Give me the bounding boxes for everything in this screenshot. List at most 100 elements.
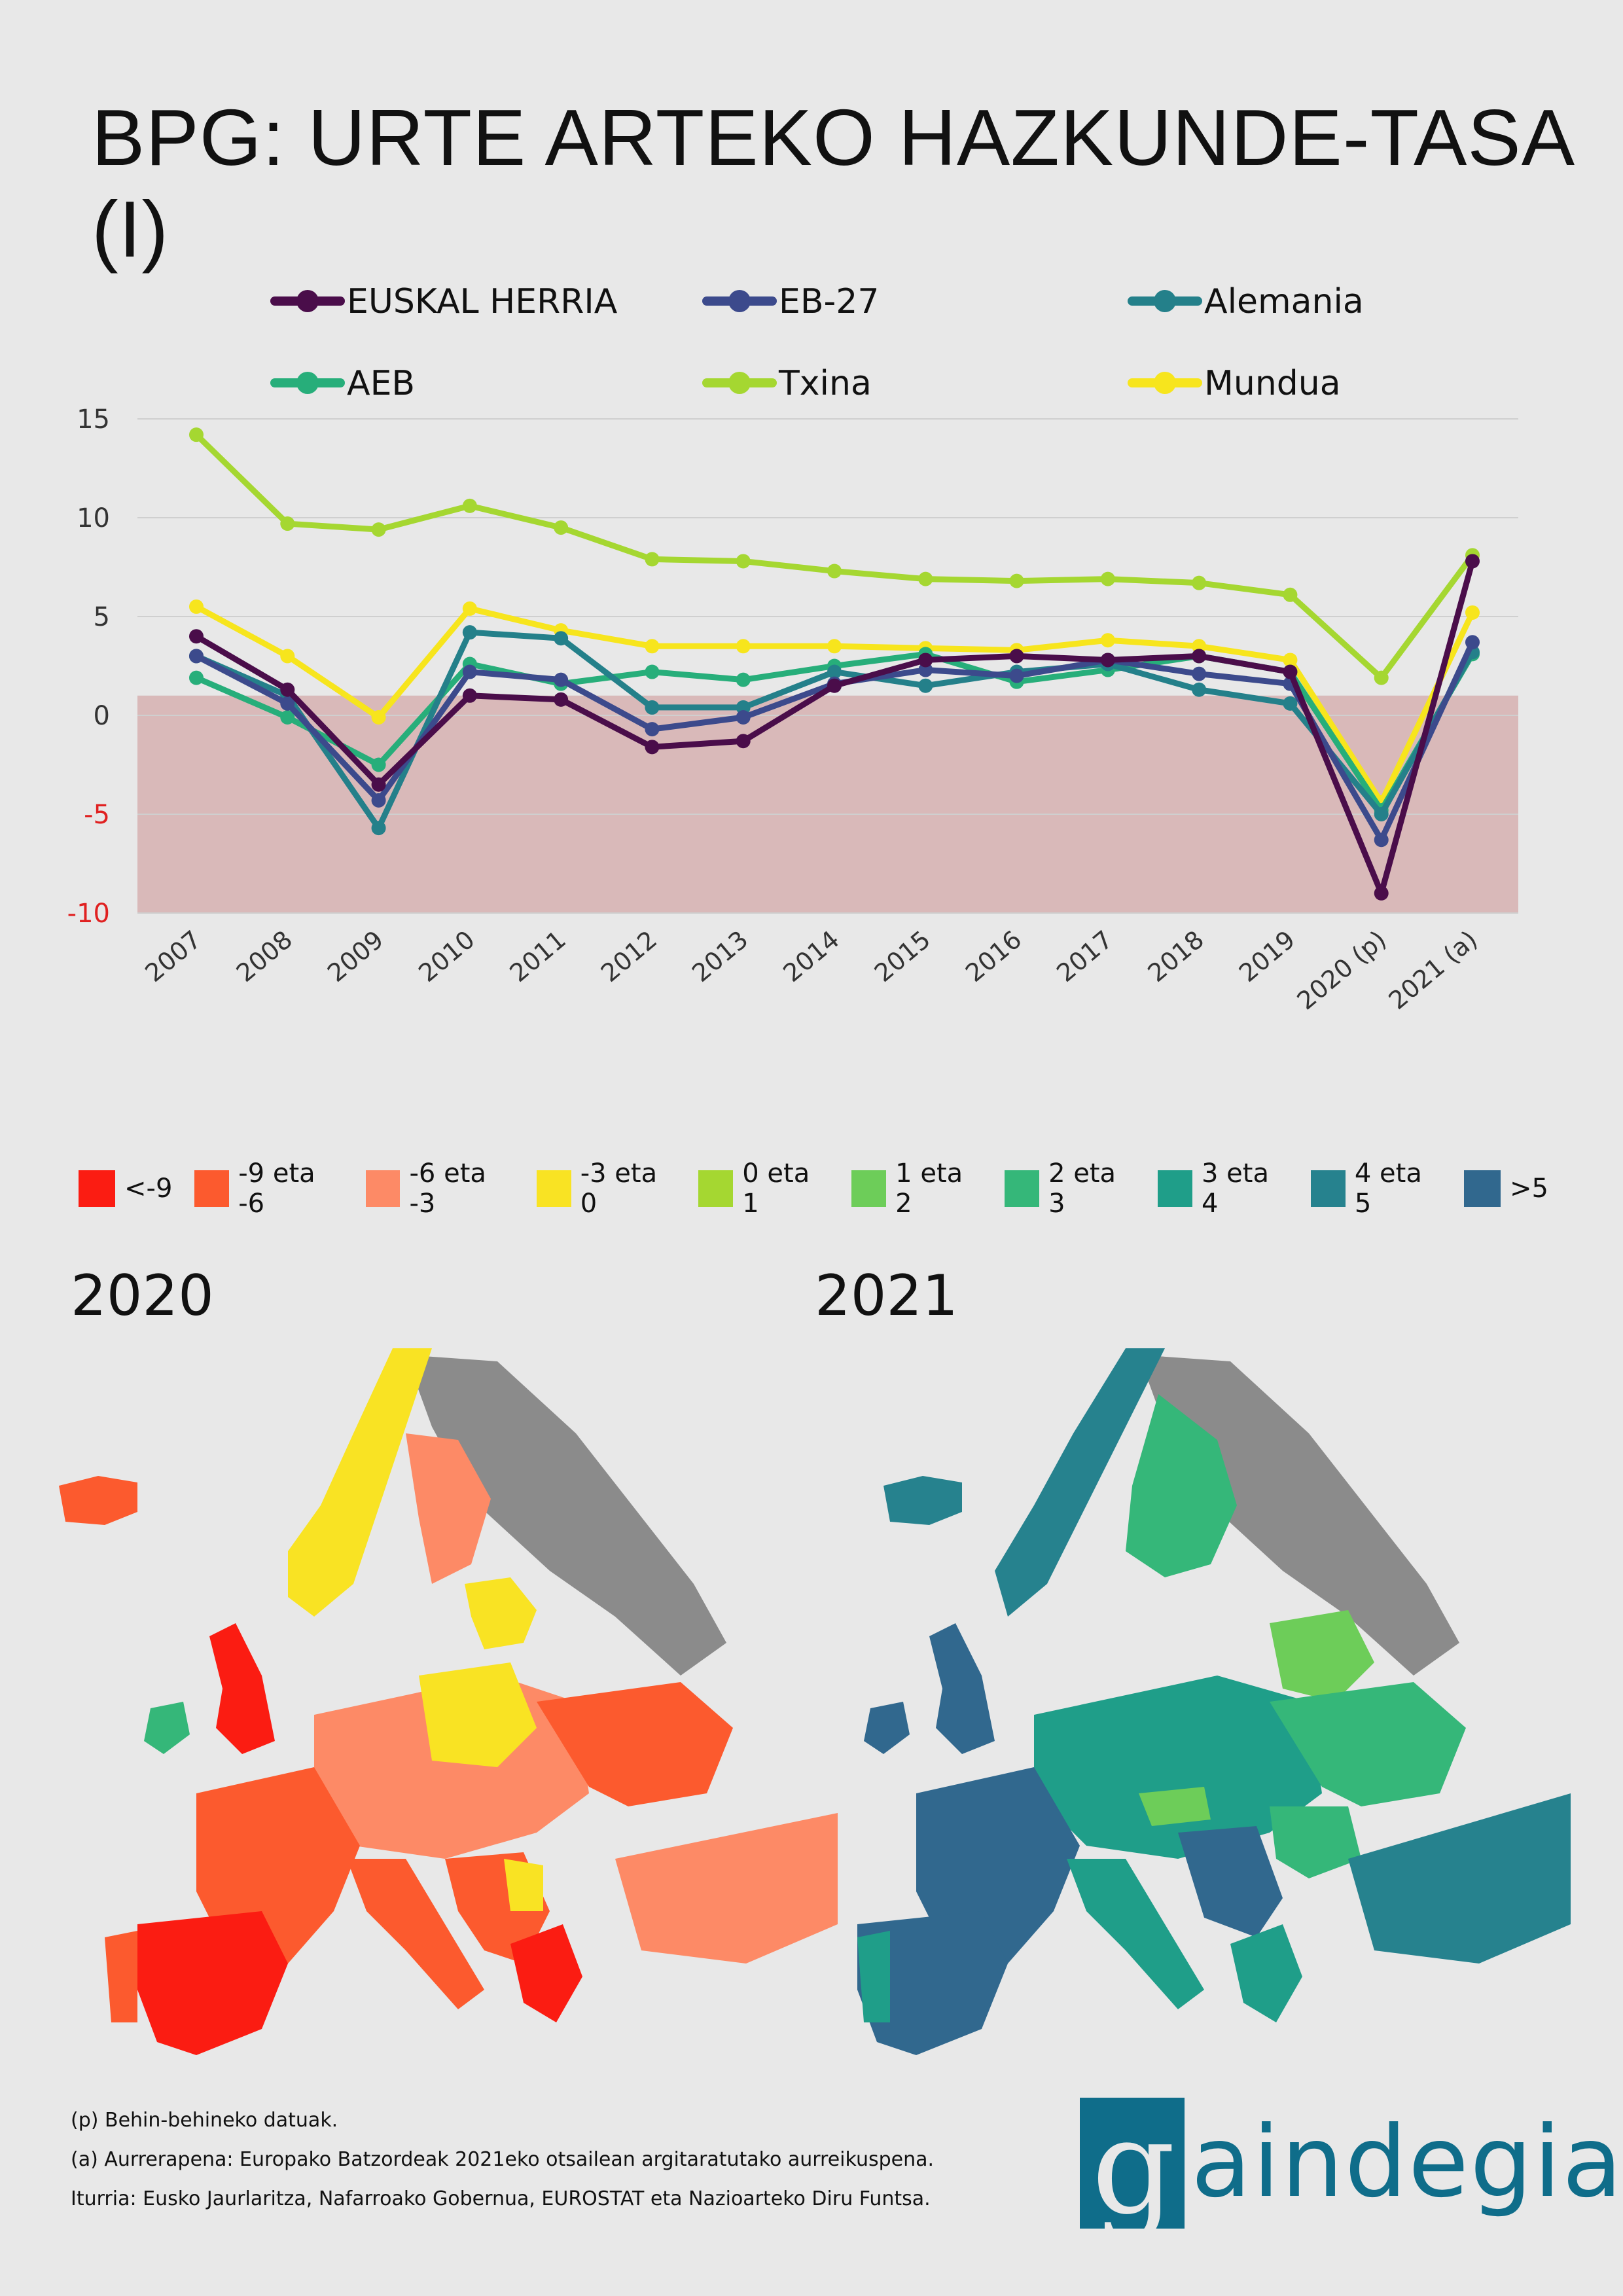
- data-point: [1283, 587, 1298, 602]
- data-point: [189, 427, 204, 442]
- data-point: [1283, 653, 1298, 668]
- map-ukraine: [537, 1682, 733, 1806]
- data-point: [736, 672, 751, 687]
- data-point: [1465, 635, 1480, 650]
- data-point: [280, 516, 295, 531]
- x-tick-label: 2010: [413, 925, 480, 988]
- data-point: [736, 700, 751, 715]
- y-tick-label: 5: [94, 602, 110, 632]
- map-poland: [419, 1662, 537, 1767]
- map-ireland: [864, 1702, 910, 1754]
- data-point: [918, 678, 933, 693]
- legend-marker: [728, 290, 751, 312]
- y-tick-label: -10: [67, 899, 110, 929]
- legend-label: Mundua: [1204, 364, 1341, 403]
- map-2021-title: 2021: [815, 1263, 958, 1329]
- x-tick-label: 2012: [596, 925, 662, 988]
- data-point: [280, 682, 295, 697]
- footnote-source: Iturria: Eusko Jaurlaritza, Nafarroako G…: [71, 2187, 931, 2210]
- data-point: [1100, 571, 1115, 586]
- data-point: [827, 664, 842, 679]
- data-point: [189, 629, 204, 644]
- data-point: [189, 599, 204, 614]
- legend-marker: [296, 372, 319, 394]
- y-tick-label: 10: [77, 503, 110, 533]
- map-legend-item: 2 eta 3: [1005, 1158, 1135, 1219]
- data-point: [1192, 639, 1207, 654]
- map-legend-swatch: [194, 1170, 230, 1207]
- map-sweden-finland: [1126, 1394, 1237, 1577]
- data-point: [918, 571, 933, 586]
- map-legend-label: 3 eta 4: [1201, 1158, 1269, 1219]
- data-point: [554, 631, 569, 646]
- logo-first-letter: g: [1092, 2091, 1176, 2244]
- data-point: [462, 625, 477, 640]
- legend-label: AEB: [347, 364, 415, 403]
- data-point: [280, 696, 295, 711]
- legend-marker: [1154, 372, 1176, 394]
- data-point: [371, 710, 386, 725]
- map-serbia: [504, 1859, 543, 1911]
- y-tick-label: 0: [94, 701, 110, 731]
- map-legend-swatch: [1463, 1170, 1501, 1207]
- map-greece: [510, 1924, 582, 2022]
- legend-marker: [296, 290, 319, 312]
- europe-map-2020: [59, 1348, 838, 2055]
- map-legend-item: 4 eta 5: [1311, 1158, 1442, 1219]
- map-baltics: [465, 1577, 537, 1649]
- map-iceland: [59, 1476, 137, 1525]
- data-point: [189, 670, 204, 685]
- map-legend-item: -9 eta -6: [194, 1158, 343, 1219]
- map-legend-swatch: [1158, 1170, 1192, 1207]
- data-point: [736, 734, 751, 749]
- map-legend-label: -9 eta -6: [238, 1158, 315, 1219]
- map-legend-item: <-9: [79, 1170, 172, 1207]
- y-tick-label: -5: [84, 800, 110, 830]
- data-point: [462, 498, 477, 513]
- data-point: [554, 692, 569, 707]
- map-legend-label: 4 eta 5: [1354, 1158, 1422, 1219]
- data-point: [1009, 573, 1024, 588]
- x-tick-label: 2021 (a): [1383, 925, 1483, 1015]
- map-italy: [347, 1859, 484, 2009]
- europe-map-2021: [857, 1348, 1571, 2055]
- data-point: [736, 639, 751, 654]
- footnotes: (p) Behin-behineko datuak. (a) Aurrerape…: [71, 2101, 934, 2219]
- data-point: [1192, 575, 1207, 590]
- data-point: [1009, 668, 1024, 683]
- map-2020-title: 2020: [71, 1263, 214, 1329]
- y-tick-label: 15: [77, 404, 110, 435]
- data-point: [462, 688, 477, 703]
- data-point: [827, 678, 842, 693]
- data-point: [1009, 649, 1024, 664]
- map-austria: [1139, 1787, 1211, 1826]
- map-portugal: [857, 1931, 890, 2022]
- data-point: [371, 821, 386, 836]
- map-legend-label: >5: [1509, 1174, 1548, 1204]
- data-point: [736, 554, 751, 569]
- data-point: [645, 664, 660, 679]
- data-point: [280, 710, 295, 725]
- legend-label: Txina: [778, 364, 872, 403]
- data-point: [645, 740, 660, 755]
- map-iceland: [883, 1476, 962, 1525]
- map-spain: [857, 1911, 1008, 2055]
- data-point: [827, 564, 842, 579]
- data-point: [918, 662, 933, 677]
- map-legend-label: <-9: [124, 1174, 173, 1204]
- map-legend-swatch: [851, 1170, 887, 1207]
- data-point: [371, 793, 386, 808]
- data-point: [645, 552, 660, 567]
- data-point: [1192, 649, 1207, 664]
- page-title: BPG: URTE ARTEKO HAZKUNDE-TASA (I): [92, 93, 1571, 274]
- legend-label: EB-27: [779, 282, 879, 321]
- map-legend-label: 1 eta 2: [895, 1158, 963, 1219]
- map-legend-item: 1 eta 2: [851, 1158, 982, 1219]
- map-legend-swatch: [79, 1170, 115, 1207]
- data-point: [189, 649, 204, 664]
- map-balkans: [1178, 1826, 1283, 1937]
- map-legend-item: -6 eta -3: [365, 1158, 514, 1219]
- data-point: [918, 653, 933, 668]
- map-norway: [995, 1348, 1165, 1617]
- map-italy: [1067, 1859, 1204, 2009]
